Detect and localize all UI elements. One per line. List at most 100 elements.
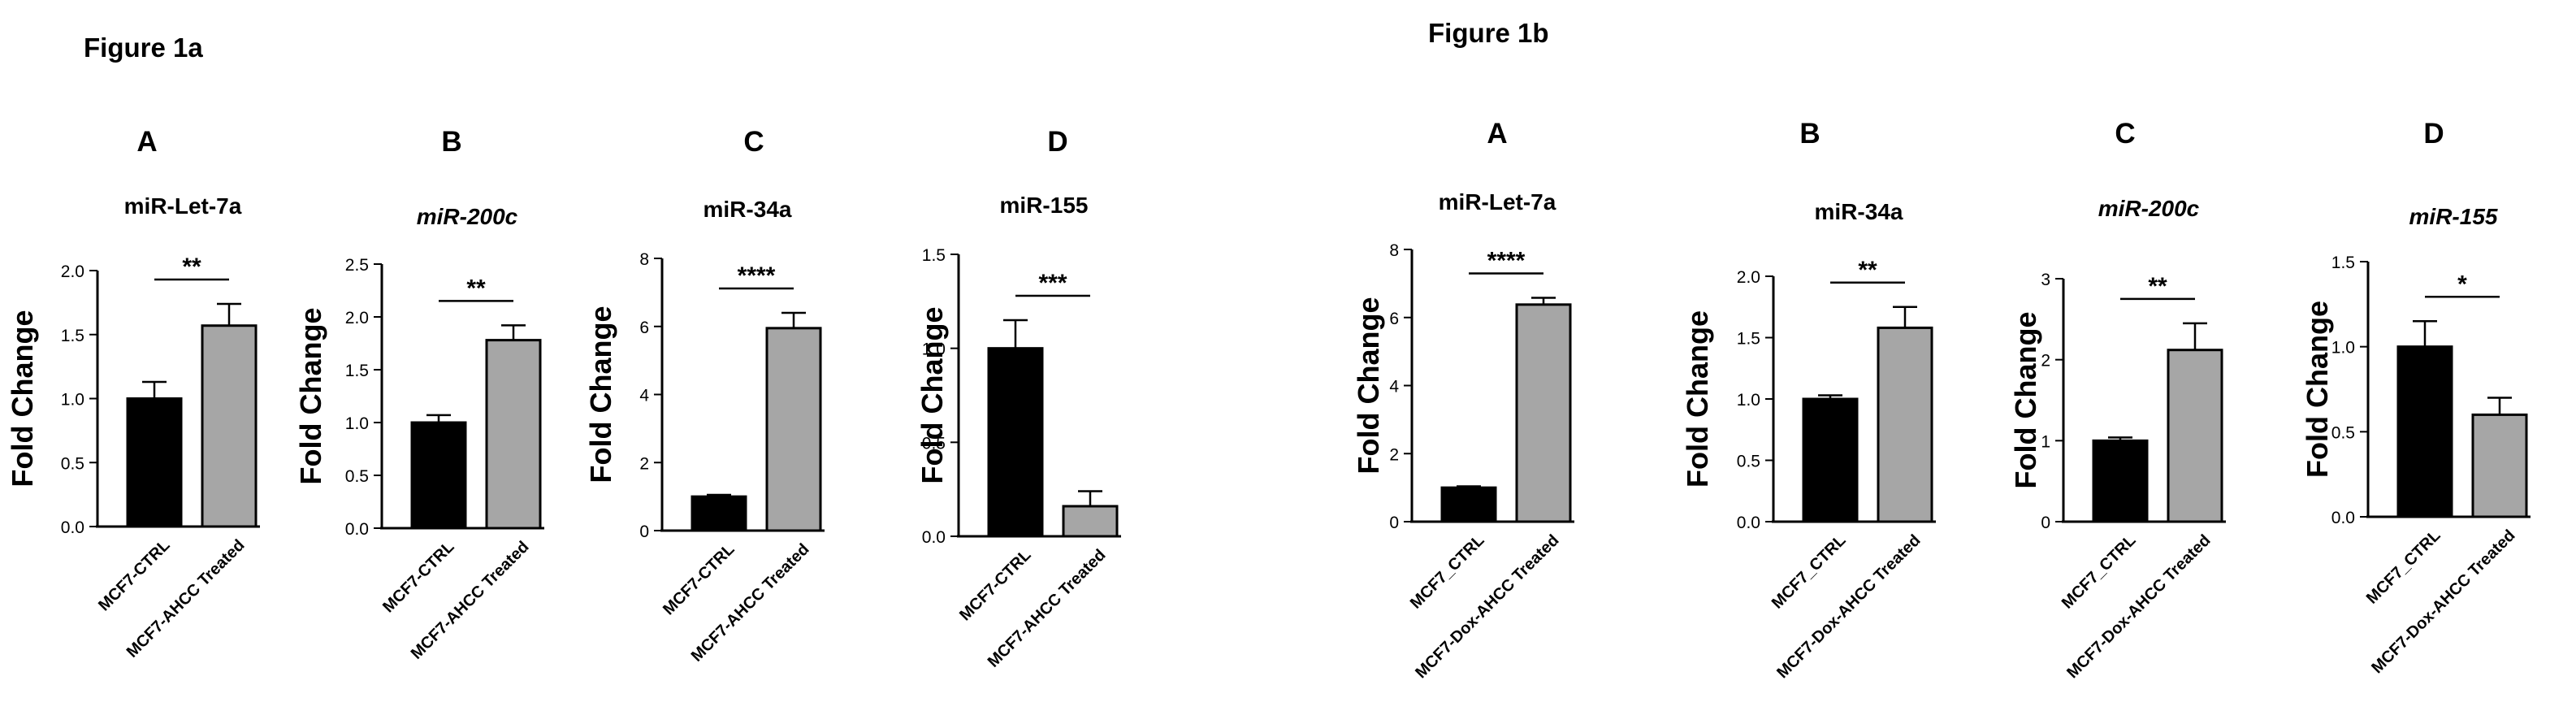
y-tick-label: 0 <box>639 522 649 541</box>
y-tick-label: 2.5 <box>345 256 369 275</box>
bar-treated <box>1877 326 1933 523</box>
y-tick-label: 0.0 <box>922 528 946 547</box>
bar-ctrl <box>126 397 183 528</box>
significance-label: ** <box>1858 257 1877 284</box>
panel-letter: C <box>743 126 764 158</box>
y-axis-label: Fold Change <box>1681 310 1714 488</box>
figure-1b-title: Figure 1b <box>1428 18 1549 48</box>
bar-ctrl <box>2396 345 2453 518</box>
x-tick-label: MCF7-CTRL <box>95 536 173 614</box>
chart-title: miR-Let-7a <box>1439 189 1556 215</box>
bar-ctrl <box>987 347 1044 538</box>
x-tick-label: MCF7_CTRL <box>1407 531 1488 613</box>
y-tick-label: 1.5 <box>922 246 946 265</box>
y-tick-label: 1.5 <box>345 362 369 380</box>
bar-ctrl <box>1440 486 1497 523</box>
y-tick-label: 1 <box>2041 432 2050 451</box>
y-axis-label: Fold Change <box>916 307 949 484</box>
y-tick-label: 4 <box>1389 378 1399 397</box>
significance-label: ** <box>466 275 486 301</box>
x-tick-label: MCF7-CTRL <box>379 538 457 616</box>
y-tick-label: 1.5 <box>2331 254 2355 272</box>
y-tick-label: 2 <box>639 454 649 473</box>
x-tick-label: MCF7_CTRL <box>1769 531 1850 613</box>
y-tick-label: 0.5 <box>1737 453 1760 471</box>
y-tick-label: 1.0 <box>2331 339 2355 358</box>
chart-title: miR-34a <box>1815 199 1903 224</box>
panel-letter: C <box>2115 118 2135 150</box>
y-tick-label: 8 <box>639 250 649 269</box>
x-tick-label: MCF7-Dox-AHCC Treated <box>2368 527 2518 677</box>
chart-title: miR-200c <box>2098 196 2200 221</box>
chart-title: miR-200c <box>417 204 518 229</box>
x-tick-label: MCF7-Dox-AHCC Treated <box>2063 531 2214 682</box>
bar-ctrl <box>410 421 467 530</box>
y-axis-label: Fold Change <box>584 306 617 483</box>
y-tick-label: 1.0 <box>1737 391 1760 410</box>
significance-label: ** <box>2148 273 2167 300</box>
significance-label: * <box>2457 271 2467 297</box>
y-axis-label: Fold Change <box>2009 312 2042 489</box>
y-tick-label: 4 <box>639 387 649 405</box>
y-tick-label: 3 <box>2041 271 2050 289</box>
panel-letter: B <box>1799 118 1820 150</box>
bar-treated <box>1062 505 1119 538</box>
y-tick-label: 0.0 <box>345 520 369 539</box>
bar-ctrl <box>2092 439 2149 523</box>
bar-treated <box>2167 349 2223 523</box>
panel-letter: D <box>2423 118 2444 150</box>
significance-label: **** <box>738 262 776 289</box>
y-tick-label: 0.0 <box>61 518 84 537</box>
significance-label: **** <box>1487 247 1526 274</box>
bar-ctrl <box>1802 397 1859 523</box>
bar-treated <box>201 324 258 528</box>
y-tick-label: 0.0 <box>2331 509 2355 527</box>
y-tick-label: 0.0 <box>1737 514 1760 532</box>
x-tick-label: MCF7-Dox-AHCC Treated <box>1773 531 1924 682</box>
x-tick-label: MCF7-CTRL <box>660 540 738 618</box>
bar-treated <box>2471 413 2528 518</box>
y-tick-label: 2.0 <box>61 262 84 281</box>
y-tick-label: 2.0 <box>345 309 369 327</box>
bar-ctrl <box>691 495 747 532</box>
y-tick-label: 2.0 <box>1737 268 1760 287</box>
significance-label: ** <box>182 254 201 280</box>
x-tick-label: MCF7-Dox-AHCC Treated <box>1412 531 1562 682</box>
y-tick-label: 0.5 <box>2331 423 2355 442</box>
y-tick-label: 1.0 <box>345 414 369 433</box>
y-axis-label: Fold Change <box>6 310 39 488</box>
y-tick-label: 0 <box>2041 514 2050 532</box>
panel-letter: A <box>1487 118 1507 150</box>
panel-letter: B <box>441 126 461 158</box>
chart-title: miR-155 <box>1000 193 1089 218</box>
chart-title: miR-Let-7a <box>124 193 242 219</box>
y-tick-label: 1.5 <box>61 327 84 345</box>
bar-treated <box>1515 303 1572 523</box>
x-tick-label: MCF7_CTRL <box>2059 531 2140 613</box>
y-tick-label: 0.5 <box>922 434 946 453</box>
chart-title: miR-34a <box>704 197 792 222</box>
y-axis-label: Fold Change <box>2301 301 2334 478</box>
y-tick-label: 6 <box>1389 310 1399 328</box>
panel-letter: A <box>136 126 157 158</box>
y-tick-label: 2 <box>1389 445 1399 464</box>
y-tick-label: 8 <box>1389 241 1399 260</box>
y-tick-label: 1.0 <box>922 340 946 359</box>
y-tick-label: 6 <box>639 319 649 337</box>
y-tick-label: 2 <box>2041 352 2050 371</box>
panel-letter: D <box>1047 126 1067 158</box>
x-tick-label: MCF7-CTRL <box>956 546 1034 624</box>
bar-treated <box>765 327 822 532</box>
y-tick-label: 0.5 <box>61 454 84 473</box>
y-tick-label: 1.0 <box>61 391 84 410</box>
x-tick-label: MCF7_CTRL <box>2363 527 2444 608</box>
figure-1a-title: Figure 1a <box>84 33 203 63</box>
